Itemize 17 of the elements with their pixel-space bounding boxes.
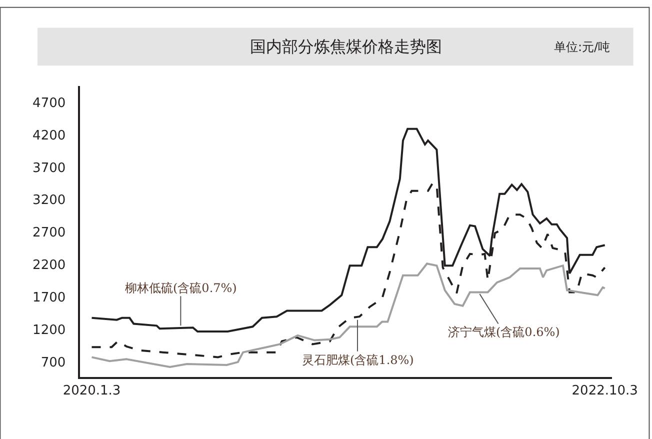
annotation: 灵石肥煤(含硫1.8%) xyxy=(302,353,414,367)
y-tick-label: 4200 xyxy=(32,128,66,144)
line-series xyxy=(90,262,606,368)
text: 单位:元/吨 xyxy=(554,40,610,54)
y-tick-label: 1200 xyxy=(32,323,66,338)
y-tick-label: 3200 xyxy=(32,193,66,208)
y-tick-label: 3700 xyxy=(32,160,66,176)
y-tick-label: 2700 xyxy=(32,226,66,241)
y-tick-label: 4700 xyxy=(32,96,66,111)
chart-title: 国内部分炼焦煤价格走势图 xyxy=(250,37,442,56)
y-tick-label: 1700 xyxy=(32,290,66,306)
y-tick-label: 700 xyxy=(40,356,66,371)
y-tick-label: 2200 xyxy=(32,258,66,274)
annotation: 柳林低硫(含硫0.7%) xyxy=(125,281,237,295)
x-tick-label: 2022.10.3 xyxy=(572,383,638,398)
annotation: 济宁气煤(含硫0.6%) xyxy=(448,325,560,339)
x-tick-label: 2020.1.3 xyxy=(62,383,121,398)
